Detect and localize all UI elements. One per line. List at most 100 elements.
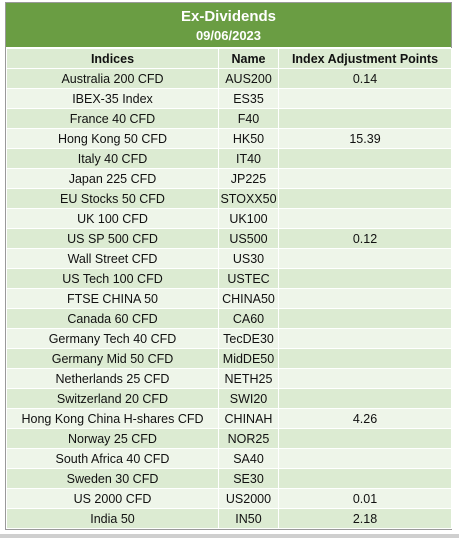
cell-points: 15.39: [278, 128, 452, 149]
table-row: Germany Tech 40 CFD TecDE30: [6, 328, 452, 349]
table-row: Italy 40 CFD IT40: [6, 148, 452, 169]
table-header-row: Indices Name Index Adjustment Points: [6, 48, 452, 69]
cell-index: France 40 CFD: [6, 108, 219, 129]
cell-name: ES35: [218, 88, 279, 109]
cell-name: F40: [218, 108, 279, 129]
cell-points: [278, 328, 452, 349]
table-row: France 40 CFD F40: [6, 108, 452, 129]
table-row: Hong Kong China H-shares CFD CHINAH 4.26: [6, 408, 452, 429]
cell-points: 4.26: [278, 408, 452, 429]
table-row: Switzerland 20 CFD SWI20: [6, 388, 452, 409]
cell-points: 0.14: [278, 68, 452, 89]
cell-index: Hong Kong 50 CFD: [6, 128, 219, 149]
cell-points: [278, 108, 452, 129]
cell-index: FTSE CHINA 50: [6, 288, 219, 309]
cell-index: US SP 500 CFD: [6, 228, 219, 249]
cell-name: HK50: [218, 128, 279, 149]
cell-points: [278, 308, 452, 329]
cell-name: SA40: [218, 448, 279, 469]
sheet-date: 09/06/2023: [195, 28, 262, 43]
table-row: Germany Mid 50 CFD MidDE50: [6, 348, 452, 369]
cell-name: CHINAH: [218, 408, 279, 429]
bottom-strip: [0, 534, 459, 538]
cell-name: JP225: [218, 168, 279, 189]
cell-points: 2.18: [278, 508, 452, 529]
cell-name: AUS200: [218, 68, 279, 89]
table-row: US SP 500 CFD US500 0.12: [6, 228, 452, 249]
cell-index: Switzerland 20 CFD: [6, 388, 219, 409]
table-row: Australia 200 CFD AUS200 0.14: [6, 68, 452, 89]
table-row: Hong Kong 50 CFD HK50 15.39: [6, 128, 452, 149]
cell-points: [278, 88, 452, 109]
table-row: Netherlands 25 CFD NETH25: [6, 368, 452, 389]
cell-index: Australia 200 CFD: [6, 68, 219, 89]
table-row: Canada 60 CFD CA60: [6, 308, 452, 329]
cell-name: US30: [218, 248, 279, 269]
cell-points: [278, 168, 452, 189]
column-header-indices: Indices: [6, 48, 219, 69]
cell-points: [278, 368, 452, 389]
column-header-points: Index Adjustment Points: [278, 48, 452, 69]
cell-points: [278, 288, 452, 309]
cell-name: US2000: [218, 488, 279, 509]
cell-name: TecDE30: [218, 328, 279, 349]
column-header-name: Name: [218, 48, 279, 69]
cell-points: 0.12: [278, 228, 452, 249]
cell-index: South Africa 40 CFD: [6, 448, 219, 469]
cell-name: CA60: [218, 308, 279, 329]
cell-name: MidDE50: [218, 348, 279, 369]
cell-index: Norway 25 CFD: [6, 428, 219, 449]
cell-points: [278, 468, 452, 489]
sheet-title: Ex-Dividends: [180, 8, 277, 25]
cell-points: [278, 348, 452, 369]
cell-index: IBEX-35 Index: [6, 88, 219, 109]
cell-points: 0.01: [278, 488, 452, 509]
cell-name: CHINA50: [218, 288, 279, 309]
title-band: Ex-Dividends 09/06/2023: [6, 3, 451, 48]
table-row: EU Stocks 50 CFD STOXX50: [6, 188, 452, 209]
cell-index: US 2000 CFD: [6, 488, 219, 509]
cell-points: [278, 248, 452, 269]
dividends-table: Indices Name Index Adjustment Points Aus…: [6, 48, 452, 529]
cell-index: Germany Mid 50 CFD: [6, 348, 219, 369]
cell-points: [278, 448, 452, 469]
table-row: US 2000 CFD US2000 0.01: [6, 488, 452, 509]
cell-name: SWI20: [218, 388, 279, 409]
cell-name: UK100: [218, 208, 279, 229]
cell-name: US500: [218, 228, 279, 249]
cell-index: Italy 40 CFD: [6, 148, 219, 169]
cell-name: NETH25: [218, 368, 279, 389]
cell-points: [278, 208, 452, 229]
cell-index: Japan 225 CFD: [6, 168, 219, 189]
table-row: UK 100 CFD UK100: [6, 208, 452, 229]
cell-index: Canada 60 CFD: [6, 308, 219, 329]
cell-name: SE30: [218, 468, 279, 489]
cell-index: Germany Tech 40 CFD: [6, 328, 219, 349]
table-row: US Tech 100 CFD USTEC: [6, 268, 452, 289]
ex-dividends-sheet: Ex-Dividends 09/06/2023 Indices Name Ind…: [5, 2, 452, 530]
table-row: Norway 25 CFD NOR25: [6, 428, 452, 449]
cell-index: US Tech 100 CFD: [6, 268, 219, 289]
cell-index: Wall Street CFD: [6, 248, 219, 269]
cell-name: NOR25: [218, 428, 279, 449]
table-row: Sweden 30 CFD SE30: [6, 468, 452, 489]
cell-points: [278, 268, 452, 289]
cell-points: [278, 428, 452, 449]
cell-index: Netherlands 25 CFD: [6, 368, 219, 389]
cell-index: Sweden 30 CFD: [6, 468, 219, 489]
table-row: FTSE CHINA 50 CHINA50: [6, 288, 452, 309]
table-row: India 50 IN50 2.18: [6, 508, 452, 529]
cell-points: [278, 148, 452, 169]
cell-name: STOXX50: [218, 188, 279, 209]
cell-index: India 50: [6, 508, 219, 529]
cell-points: [278, 388, 452, 409]
cell-name: IT40: [218, 148, 279, 169]
table-row: IBEX-35 Index ES35: [6, 88, 452, 109]
table-row: Wall Street CFD US30: [6, 248, 452, 269]
cell-index: Hong Kong China H-shares CFD: [6, 408, 219, 429]
table-body: Australia 200 CFD AUS200 0.14 IBEX-35 Index…: [6, 68, 452, 529]
cell-index: UK 100 CFD: [6, 208, 219, 229]
cell-name: IN50: [218, 508, 279, 529]
table-row: Japan 225 CFD JP225: [6, 168, 452, 189]
cell-points: [278, 188, 452, 209]
